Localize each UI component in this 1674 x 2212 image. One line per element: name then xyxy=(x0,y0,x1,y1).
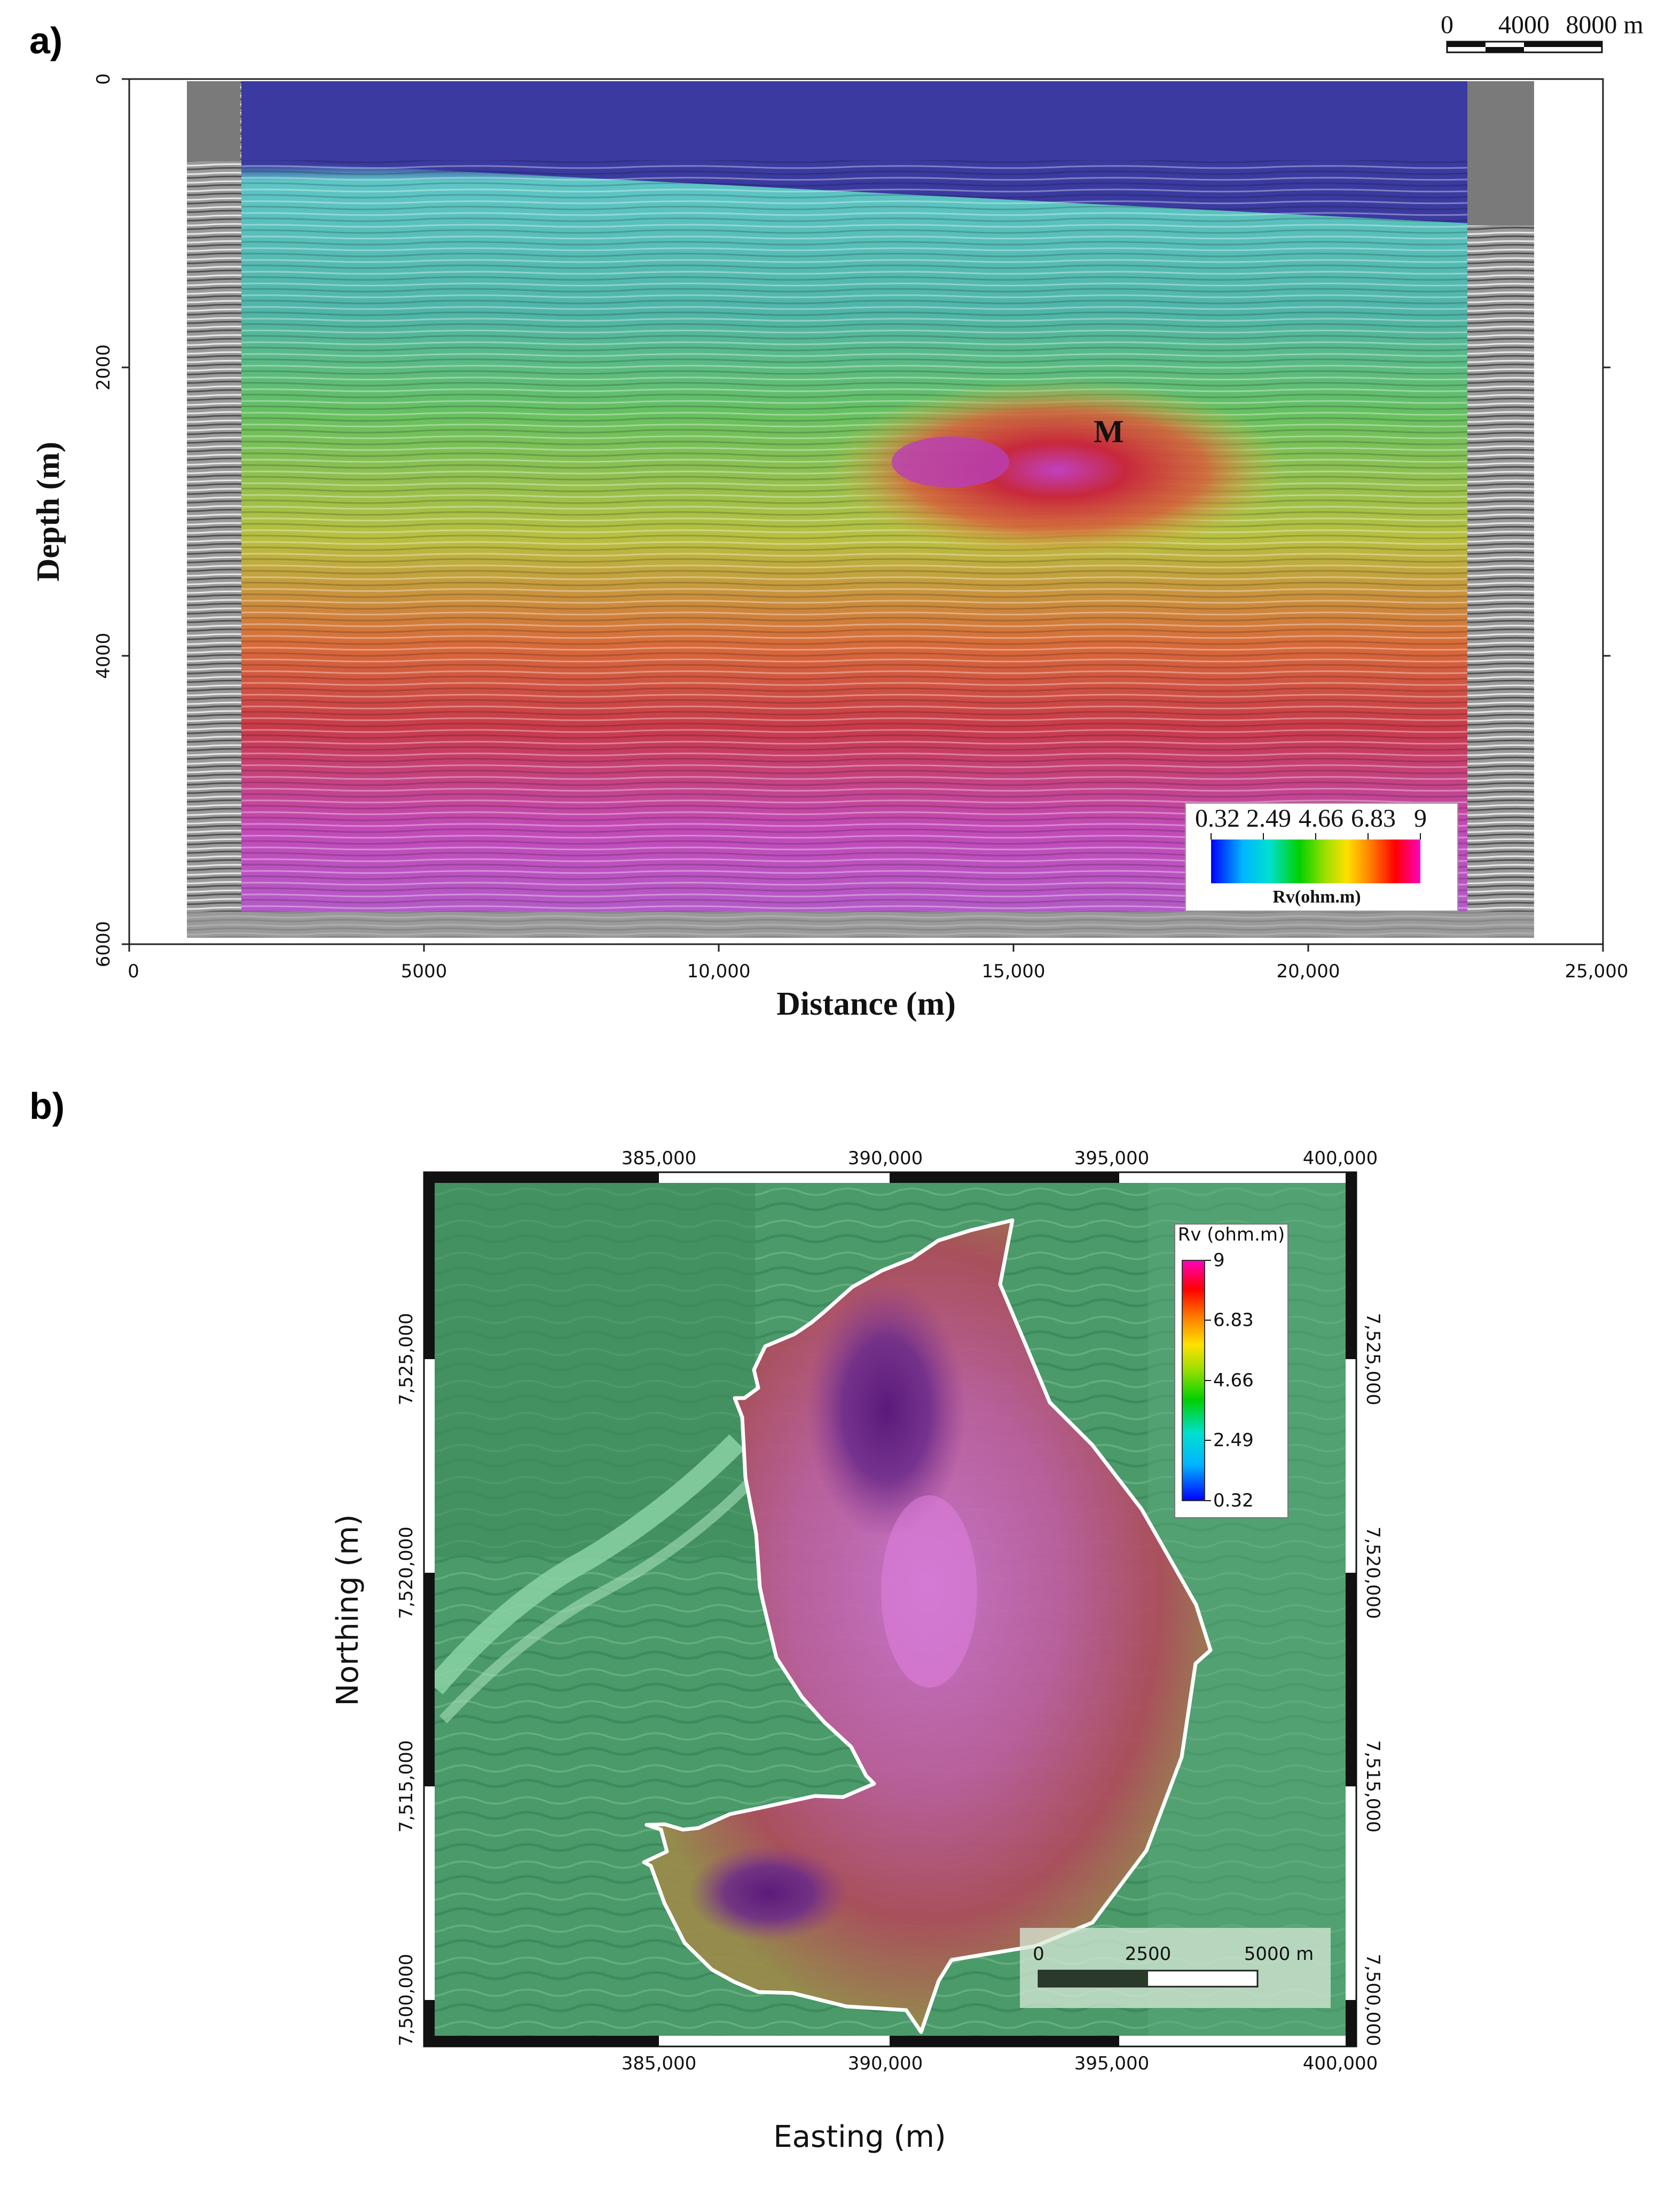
y-tick-label: 0 xyxy=(93,73,114,85)
scale-label: 2500 xyxy=(1125,1943,1172,1965)
panel-b-colorbar: Rv (ohm.m) 9 6.83 4.66 2.49 0.32 xyxy=(1174,1223,1288,1518)
anomaly-outline xyxy=(642,1218,1213,2034)
y-axis-title: Northing (m) xyxy=(331,1514,365,1706)
colorbar-tick: 0.32 xyxy=(1213,1490,1254,1511)
y-tick-label-left: 7,500,000 xyxy=(396,1954,417,2046)
colorbar-tick: 4.66 xyxy=(1213,1370,1254,1391)
colorbar-ramp xyxy=(1211,840,1420,883)
colorbar-ramp xyxy=(1182,1260,1205,1501)
scale-label: 4000 xyxy=(1498,11,1550,39)
panel-b-axes: 385,000 390,000 395,000 400,000 385,000 … xyxy=(331,1148,1384,2154)
x-tick-label-top: 400,000 xyxy=(1303,1148,1378,1169)
panel-a-label: a) xyxy=(29,20,62,61)
scale-label: 0 xyxy=(1033,1943,1044,1965)
anomaly-core-north xyxy=(806,1282,966,1538)
x-tick-label-top: 395,000 xyxy=(1074,1148,1150,1169)
colorbar-title: Rv(ohm.m) xyxy=(1272,887,1361,907)
y-tick-label-left: 7,515,000 xyxy=(396,1740,417,1832)
channel-feature xyxy=(435,1434,745,1695)
x-tick-label-bottom: 390,000 xyxy=(848,2053,923,2074)
anomaly-core-south xyxy=(689,1845,849,1941)
y-tick-label-left: 7,525,000 xyxy=(396,1313,417,1405)
x-tick-label-bottom: 400,000 xyxy=(1303,2053,1378,2074)
x-tick-label-bottom: 385,000 xyxy=(622,2053,697,2074)
y-tick-label-right: 7,515,000 xyxy=(1362,1740,1384,1832)
y-tick-label-right: 7,520,000 xyxy=(1362,1526,1384,1619)
y-tick-label: 2000 xyxy=(93,344,114,391)
scale-label: 0 xyxy=(1441,11,1453,39)
resistivity-map xyxy=(435,1183,1346,2036)
x-tick-label: 0 xyxy=(128,961,139,982)
x-tick-label: 5000 xyxy=(401,961,447,982)
panel-a-y-axis: 0 2000 4000 6000 Depth (m) xyxy=(30,73,1610,967)
map-border-checker xyxy=(424,1172,1356,2046)
panel-a-x-axis: 0 5000 10,000 15,000 20,000 25,000 Dista… xyxy=(128,944,1628,1022)
x-axis-title: Distance (m) xyxy=(776,986,956,1022)
x-tick-label: 10,000 xyxy=(687,961,751,982)
colorbar-tick: 6.83 xyxy=(1351,804,1396,833)
x-tick-label: 20,000 xyxy=(1277,961,1340,982)
x-tick-label-top: 390,000 xyxy=(848,1148,923,1169)
colorbar-title: Rv (ohm.m) xyxy=(1178,1224,1285,1245)
anomaly-m xyxy=(828,379,1287,561)
panel-b: b) xyxy=(29,1085,1384,2154)
colorbar-tick: 2.49 xyxy=(1213,1430,1254,1451)
colorbar-tick: 9 xyxy=(1213,1250,1225,1271)
anomaly-label: M xyxy=(1094,414,1124,449)
colorbar-tick: 0.32 xyxy=(1195,804,1240,833)
x-tick-label-top: 385,000 xyxy=(622,1148,697,1169)
colorbar-tick: 6.83 xyxy=(1213,1309,1254,1331)
panel-a-scale-bar: 0 4000 8000 m xyxy=(1441,11,1644,53)
x-axis-title: Easting (m) xyxy=(773,2120,946,2154)
y-tick-label-right: 7,525,000 xyxy=(1362,1313,1384,1405)
panel-b-label: b) xyxy=(29,1085,65,1127)
x-tick-label: 15,000 xyxy=(982,961,1046,982)
panel-a-frame xyxy=(128,78,1604,945)
colorbar-tick: 2.49 xyxy=(1246,804,1291,833)
y-tick-label: 4000 xyxy=(93,633,114,679)
panel-b-scale-bar: 0 2500 5000 m xyxy=(1020,1928,1331,2008)
scale-label: 5000 m xyxy=(1244,1943,1314,1965)
y-axis-title: Depth (m) xyxy=(30,442,66,582)
x-tick-label: 25,000 xyxy=(1565,961,1629,982)
colorbar-tick: 9 xyxy=(1414,804,1427,833)
x-tick-label-bottom: 395,000 xyxy=(1074,2053,1150,2074)
colorbar-tick: 4.66 xyxy=(1299,804,1343,833)
y-tick-label-right: 7,500,000 xyxy=(1362,1954,1384,2046)
panel-a: a) M 0 2000 4000 6000 xyxy=(29,11,1644,1022)
scale-label: 8000 m xyxy=(1566,11,1643,39)
y-tick-label: 6000 xyxy=(93,921,114,968)
y-tick-label-left: 7,520,000 xyxy=(396,1526,417,1619)
seismic-section xyxy=(187,81,1534,938)
panel-a-colorbar: 0.32 2.49 4.66 6.83 9 Rv(ohm.m) xyxy=(1185,803,1458,912)
